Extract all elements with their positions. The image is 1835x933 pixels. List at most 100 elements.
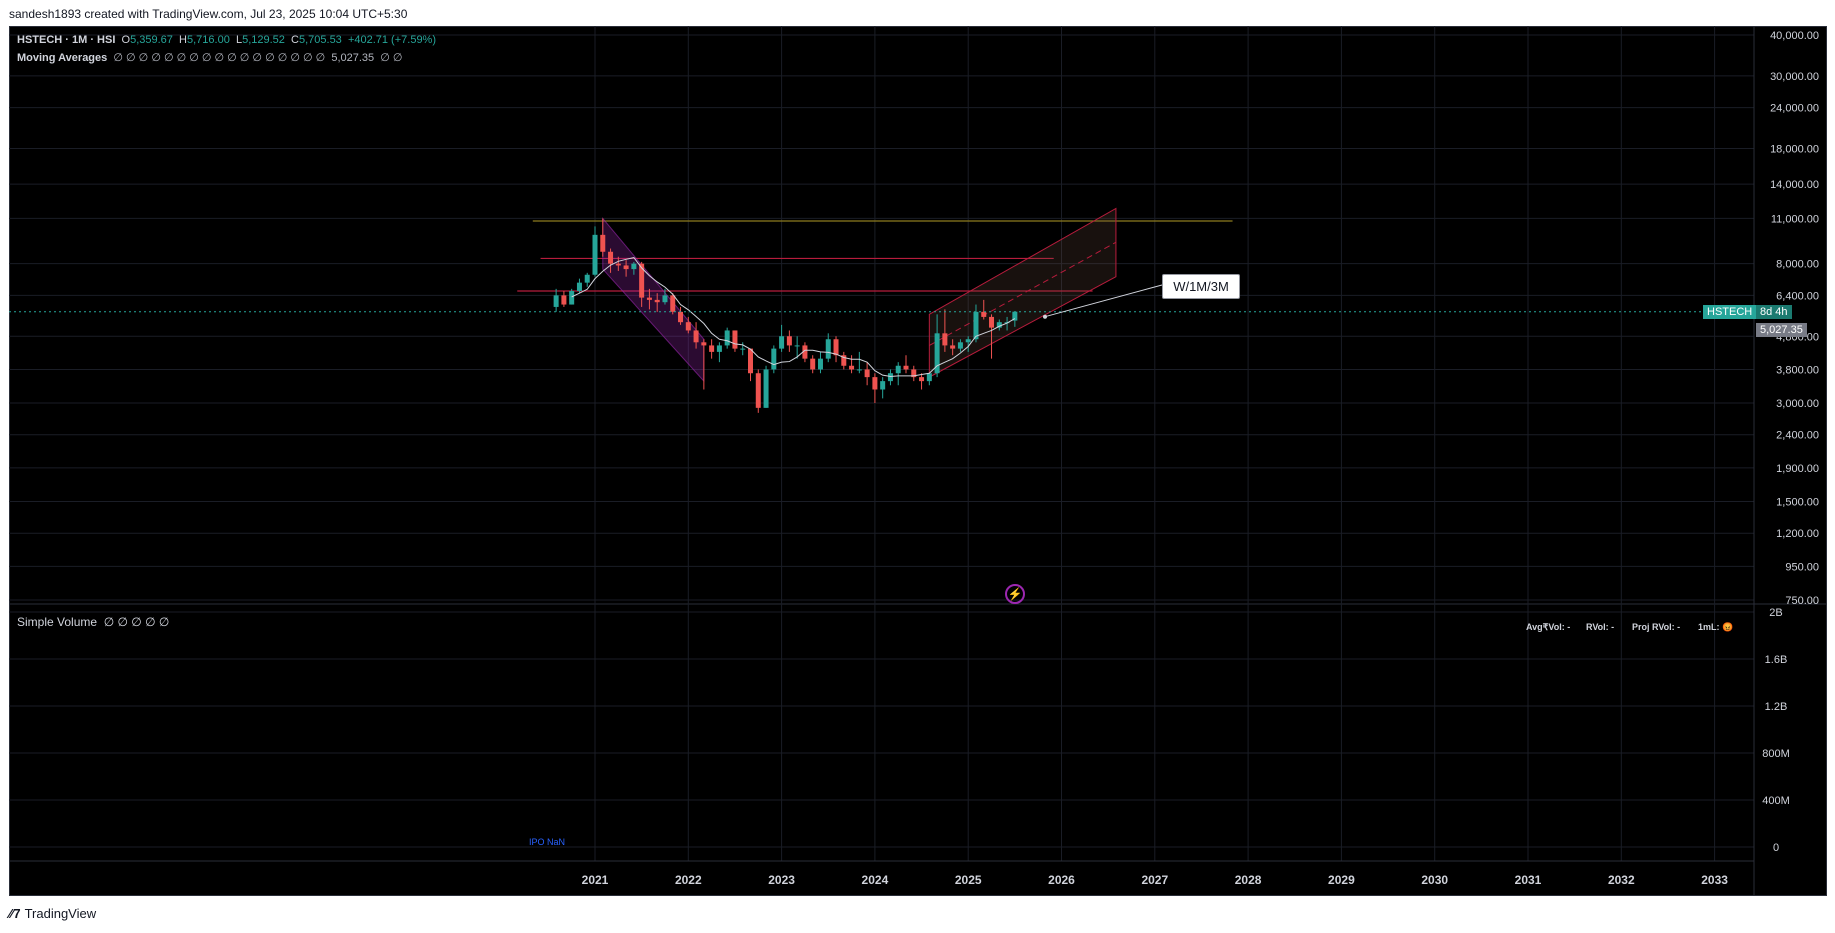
high-label: H [179,34,187,46]
close-value: 5,705.53 [298,34,342,46]
candle-body [996,322,1002,328]
time-tick-label: 2022 [675,873,702,887]
candle-body [569,291,575,305]
volume-legend[interactable]: Simple Volume ∅ ∅ ∅ ∅ ∅ [17,615,169,629]
candle-body [678,311,684,323]
price-tick-label: 1,500.00 [1776,497,1819,509]
time-tick-label: 2023 [768,873,795,887]
price-tick-label: 3,000.00 [1776,398,1819,410]
volume-tick-label: 1.6B [1765,654,1788,666]
candle-body [849,365,855,370]
price-tick-label: 18,000.00 [1770,143,1819,155]
time-axis[interactable]: 2021 2022 2023 2024 2025 2026 2027 2028 2029 2030… [9,26,1755,896]
chart-frame[interactable] [9,26,1827,896]
candle-body [755,373,761,408]
time-tick-label: 2031 [1515,873,1542,887]
candle-body [911,369,917,378]
candle-body [716,345,722,352]
ma-polyline [571,257,1016,377]
callout-label[interactable]: W/1M/3M [1162,274,1240,299]
price-tick-label: 2,400.00 [1776,430,1819,442]
ml-label: 1mL: 😡 [1698,622,1734,632]
channel-midline [929,241,1117,346]
time-tick-label: 2026 [1048,873,1075,887]
candle-body [600,234,606,252]
candle-body [926,373,932,382]
candle-body [989,316,995,328]
high-value: 5,716.00 [187,34,230,46]
rvol-label: RVol: - [1586,622,1615,632]
candle-body [709,345,715,352]
time-tick-label: 2025 [955,873,982,887]
candle-body [957,342,963,349]
callout-connector [1044,284,1163,318]
open-value: 5,359.67 [130,34,173,46]
footer-brand: TradingView [24,906,97,921]
price-tick-label: 11,000.00 [1771,213,1819,225]
volume-tick-label: 0 [1773,842,1779,854]
chart-grid [9,26,1827,861]
candle-body [685,322,691,331]
price-axis[interactable]: 40,000.00 30,000.00 24,000.00 18,000.00 14,0… [1770,30,1819,607]
candle-body [833,339,839,356]
chart-overlays [9,284,1754,319]
candle-body [841,355,847,366]
time-tick-label: 2030 [1421,873,1448,887]
ascending-channel [928,207,1117,378]
time-tick-label: 2033 [1701,873,1728,887]
price-tick-label: 40,000.00 [1770,30,1819,42]
candle-body [693,330,699,343]
candle-body [817,358,823,370]
candle-body [973,311,979,340]
lightning-icon[interactable]: ⚡ [1005,584,1025,604]
countdown-tag: 8d 4h [1756,305,1792,319]
symbol-legend: HSTECH · 1M · HSI O5,359.67 H5,716.00 L5… [17,34,436,46]
candle-body [802,345,808,359]
ma-legend[interactable]: Moving Averages ∅ ∅ ∅ ∅ ∅ ∅ ∅ ∅ ∅ ∅ ∅ ∅ … [17,51,403,64]
ma-last-value: 5,027.35 [331,52,375,64]
price-tick-label: 950.00 [1785,561,1819,573]
symbol-title[interactable]: HSTECH · 1M · HSI [17,34,116,46]
close-label: C [291,34,299,46]
candle-body [615,263,621,266]
price-tick-label: 750.00 [1785,595,1819,607]
candle-body [748,348,753,374]
open-label: O [121,34,131,46]
candle-body [872,377,878,390]
ma-price-tag: 5,027.35 [1756,323,1807,337]
price-tick-label: 6,400.00 [1776,290,1819,302]
price-tick-label: 1,900.00 [1776,463,1819,475]
candle-body [592,234,598,275]
price-tick-label: 14,000.00 [1770,179,1819,191]
candle-body [561,295,567,305]
candle-body [825,339,831,359]
volume-tick-label: 400M [1762,795,1790,807]
price-tick-label: 3,800.00 [1776,364,1819,376]
candles-series [553,218,1018,413]
time-tick-label: 2021 [582,873,609,887]
volume-tick-label: 800M [1762,748,1790,760]
footer: ⁄⁄7 TradingView [9,906,96,921]
candle-body [639,263,645,298]
avg-vol-label: Avg₹Vol: - [1526,622,1571,632]
ma-values: ∅ ∅ ∅ ∅ ∅ ∅ ∅ ∅ ∅ ∅ ∅ ∅ ∅ ∅ ∅ ∅ ∅ [113,52,326,64]
time-tick-label: 2028 [1235,873,1262,887]
proj-rvol-label: Proj RVol: - [1632,622,1681,632]
candle-body [576,282,582,292]
volume-tick-label: 2B [1769,607,1782,619]
candle-body [919,377,925,382]
time-tick-label: 2032 [1608,873,1635,887]
volume-axis[interactable]: 2B 1.6B 1.2B 800M 400M 0 [1762,607,1790,854]
candle-body [880,381,886,390]
candle-body [779,336,785,349]
price-tick-label: 24,000.00 [1770,103,1819,115]
volume-tick-label: 1.2B [1765,701,1788,713]
callout-anchor [1043,314,1047,319]
candle-body [771,348,777,370]
ma-name: Moving Averages [17,52,108,64]
candle-body [794,345,800,347]
candle-body [763,369,769,408]
time-tick-label: 2024 [862,873,889,887]
candle-body [740,348,746,350]
price-chart[interactable]: 40,000.00 30,000.00 24,000.00 18,000.00 14,0… [9,26,1827,896]
